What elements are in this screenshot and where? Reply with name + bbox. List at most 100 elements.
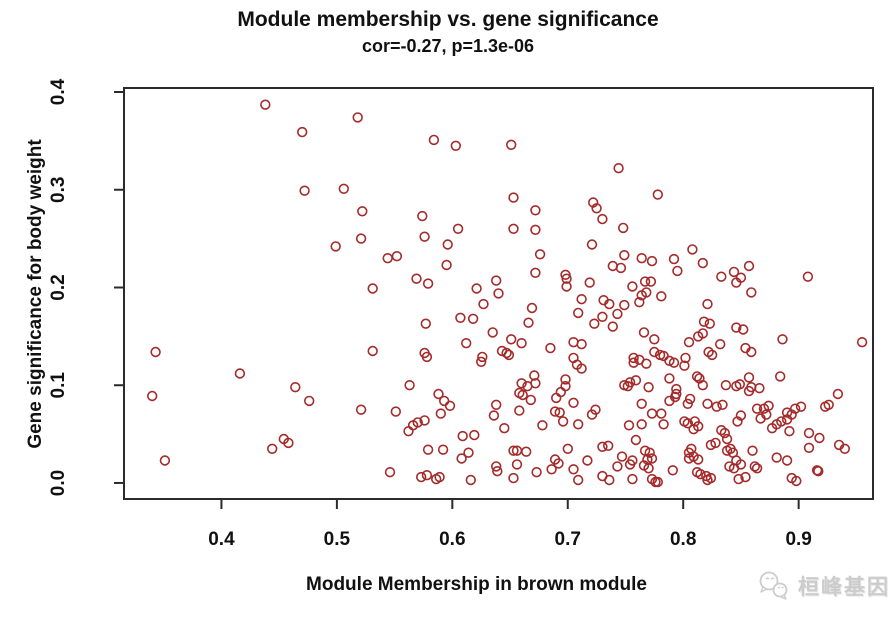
data-point	[471, 283, 482, 294]
data-point	[731, 322, 742, 333]
data-point	[643, 382, 654, 393]
data-point	[478, 298, 489, 310]
data-point	[646, 408, 658, 419]
data-point	[525, 394, 536, 406]
data-point	[299, 185, 310, 196]
data-point	[704, 318, 715, 329]
data-point	[679, 360, 690, 371]
data-point	[290, 382, 301, 393]
data-point	[597, 311, 608, 322]
data-point	[434, 471, 445, 483]
data-point	[784, 426, 795, 437]
data-point	[382, 253, 393, 264]
x-tick-label: 0.7	[555, 529, 581, 550]
data-point	[645, 276, 657, 287]
data-point	[664, 355, 675, 366]
data-point	[283, 437, 294, 449]
data-point	[355, 233, 367, 244]
data-point	[731, 277, 742, 288]
data-point	[641, 287, 652, 298]
data-point	[508, 223, 519, 235]
data-point	[672, 265, 683, 277]
data-point	[501, 347, 512, 359]
data-point	[492, 466, 503, 477]
data-point	[639, 276, 651, 287]
data-point	[530, 205, 541, 216]
data-point	[684, 393, 696, 405]
data-point	[514, 405, 525, 416]
data-point	[716, 425, 727, 436]
x-tick-label: 0.9	[785, 529, 811, 550]
data-point	[777, 334, 788, 345]
data-point	[582, 455, 593, 466]
data-point	[714, 339, 726, 350]
data-point	[619, 250, 630, 261]
data-point	[576, 363, 587, 374]
data-point	[602, 440, 614, 451]
data-point	[697, 257, 708, 269]
data-point	[628, 352, 639, 364]
watermark-text: 桓峰基因	[798, 576, 890, 599]
data-point	[338, 183, 349, 195]
data-point	[568, 397, 579, 408]
data-point	[488, 410, 500, 421]
data-point	[568, 464, 579, 475]
data-point	[297, 126, 308, 138]
data-point	[523, 317, 534, 328]
data-point	[150, 346, 161, 358]
data-point	[417, 210, 428, 222]
data-point	[508, 472, 519, 484]
data-point	[619, 299, 630, 311]
data-point	[664, 373, 675, 384]
data-point	[728, 266, 740, 278]
data-point	[531, 467, 542, 478]
data-point	[572, 419, 584, 430]
data-point	[412, 417, 423, 428]
data-point	[698, 316, 710, 327]
data-point	[391, 251, 403, 262]
data-point	[692, 454, 704, 465]
data-point	[643, 463, 654, 474]
data-point	[597, 213, 608, 225]
data-point	[658, 419, 669, 430]
x-tick-label: 0.5	[324, 529, 351, 550]
data-point	[469, 429, 480, 441]
data-point	[530, 224, 541, 236]
chat-bubbles-icon	[759, 571, 788, 600]
chart-subtitle: cor=-0.27, p=1.3e-06	[361, 36, 535, 56]
data-point	[644, 447, 655, 458]
data-point	[390, 406, 401, 417]
data-point	[814, 432, 825, 444]
data-point	[455, 312, 466, 323]
data-point	[721, 433, 733, 445]
data-point	[404, 380, 415, 391]
scatter-points	[147, 99, 868, 488]
data-point	[634, 297, 645, 308]
chart-title: Module membership vs. gene significance	[237, 8, 659, 31]
plot-border	[123, 87, 874, 500]
data-point	[422, 278, 434, 289]
data-point	[734, 379, 745, 390]
data-point	[668, 253, 680, 265]
data-point	[702, 398, 713, 409]
data-point	[692, 331, 704, 342]
data-point	[683, 337, 695, 348]
data-point	[641, 358, 652, 369]
data-point	[791, 475, 802, 487]
data-point	[456, 453, 467, 464]
data-point	[711, 401, 722, 412]
data-point	[746, 287, 757, 298]
data-point	[357, 206, 368, 217]
data-point	[457, 430, 468, 442]
data-point	[749, 461, 760, 472]
data-point	[576, 294, 587, 305]
data-point	[439, 395, 450, 407]
data-point	[545, 342, 556, 354]
data-point	[463, 447, 474, 458]
data-point	[465, 474, 476, 486]
data-point	[367, 345, 378, 357]
data-point	[667, 465, 678, 476]
data-point	[476, 356, 487, 367]
data-point	[555, 386, 566, 398]
data-point	[636, 398, 647, 409]
